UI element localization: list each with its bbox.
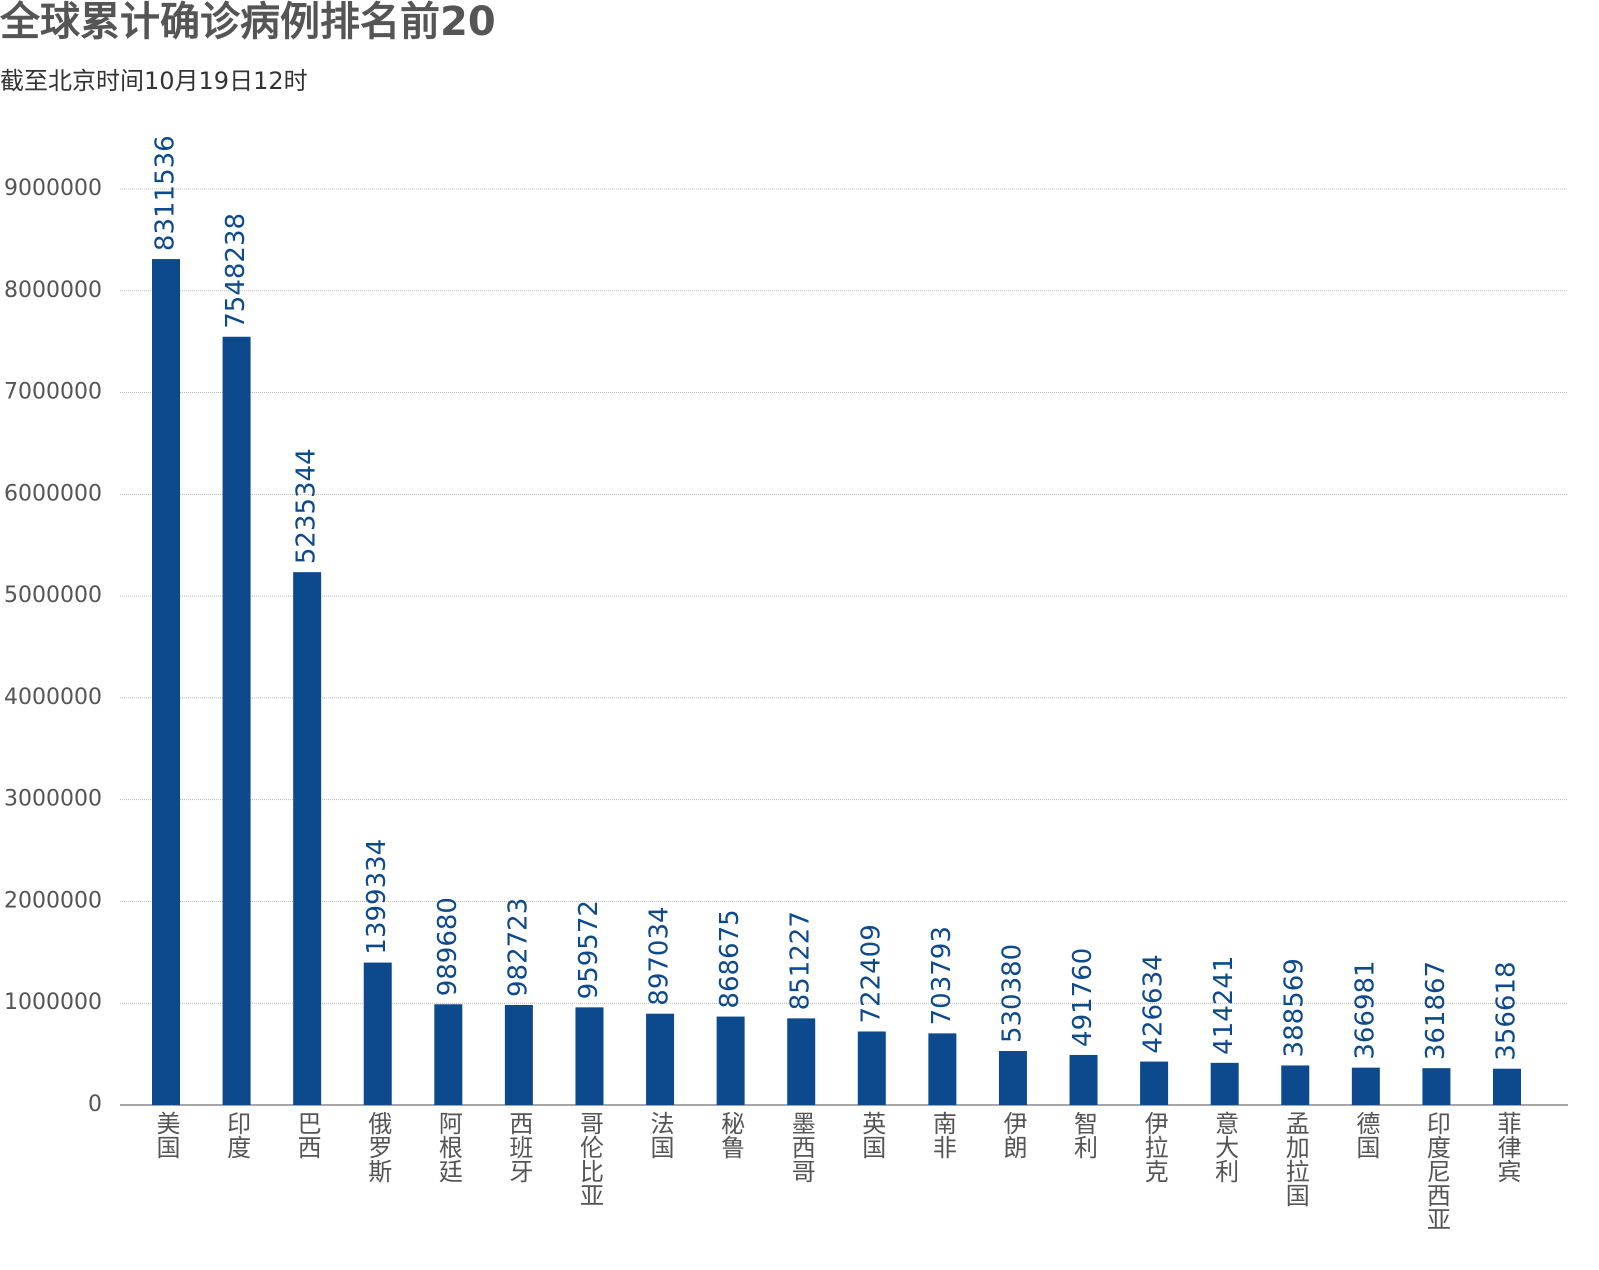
bar [434,1004,463,1105]
value-label: 7548238 [221,213,251,329]
value-label: 851227 [786,911,816,1010]
bar [1069,1054,1098,1105]
x-tick-label: 墨西哥 [787,1111,815,1183]
x-tick-label: 巴西 [293,1111,321,1159]
x-tick-label: 孟加拉国 [1281,1111,1309,1207]
x-tick-label: 德国 [1352,1111,1380,1159]
value-label: 388569 [1280,958,1310,1057]
bar [1351,1067,1380,1105]
x-tick-label: 菲律宾 [1493,1111,1521,1183]
bar [857,1031,886,1105]
value-label: 982723 [503,898,533,997]
value-label: 5235344 [292,448,322,564]
bar [646,1013,675,1105]
bar [1281,1065,1310,1105]
x-tick-label: 意大利 [1211,1111,1239,1183]
x-tick-label: 哥伦比亚 [575,1111,603,1207]
x-tick-label: 美国 [152,1111,180,1159]
x-tick-label: 俄罗斯 [364,1111,392,1183]
y-tick-label: 5000000 [4,583,102,608]
value-label: 897034 [645,906,675,1005]
bar [504,1004,533,1105]
value-label: 703793 [927,926,957,1025]
x-tick-label: 伊朗 [999,1111,1027,1159]
y-tick-label: 0 [88,1092,102,1117]
value-label: 414241 [1209,956,1239,1055]
x-tick-label: 英国 [858,1111,886,1159]
value-label: 426634 [1139,954,1169,1053]
value-label: 530380 [997,944,1027,1043]
bar [716,1016,745,1105]
value-label: 1399334 [362,839,392,955]
bar [222,336,251,1106]
bar [1422,1068,1451,1105]
y-tick-label: 1000000 [4,990,102,1015]
value-label: 491760 [1068,948,1098,1047]
bar [575,1007,604,1105]
x-tick-label: 南非 [928,1111,956,1159]
bar [1210,1062,1239,1105]
value-label: 366981 [1350,960,1380,1059]
x-tick-label: 印度 [223,1111,251,1159]
bar [152,259,180,1106]
bar [363,962,392,1105]
x-tick-label: 阿根廷 [434,1111,462,1183]
bar [1493,1068,1521,1105]
y-tick-label: 2000000 [4,888,102,913]
value-label: 722409 [856,924,886,1023]
y-tick-label: 9000000 [4,176,102,201]
x-tick-label: 智利 [1070,1111,1098,1159]
x-tick-label: 伊拉克 [1140,1111,1168,1183]
y-tick-label: 6000000 [4,481,102,506]
bar [928,1033,957,1105]
x-tick-label: 法国 [646,1111,674,1159]
bar [293,572,322,1105]
bar [787,1018,816,1105]
chart-subtitle: 截至北京时间10月19日12时 [0,67,308,95]
y-tick-label: 8000000 [4,278,102,303]
value-label: 868675 [715,909,745,1008]
y-tick-label: 7000000 [4,380,102,405]
value-label: 8311536 [151,135,181,251]
x-tick-label: 西班牙 [505,1111,533,1183]
y-tick-label: 3000000 [4,787,102,812]
x-tick-label: 秘鲁 [717,1111,745,1159]
value-label: 356618 [1492,961,1522,1060]
bar [998,1051,1027,1105]
value-label: 361867 [1421,961,1451,1060]
chart-title: 全球累计确诊病例排名前20 [0,0,496,45]
value-label: 959572 [574,900,604,999]
y-tick-label: 4000000 [4,685,102,710]
x-tick-label: 印度尼西亚 [1422,1111,1450,1231]
bar [1140,1061,1169,1105]
value-label: 989680 [433,897,463,996]
